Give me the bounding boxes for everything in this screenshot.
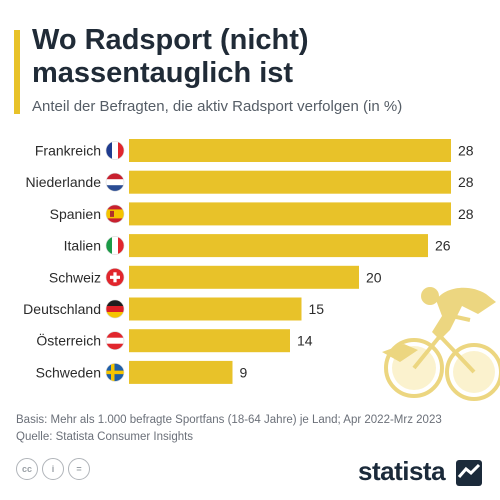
bar[interactable] xyxy=(129,170,451,194)
value-label: 28 xyxy=(458,143,474,159)
switzerland-flag-icon xyxy=(105,267,125,287)
bar-row: Schweden 9 xyxy=(36,360,248,384)
spain-flag-icon xyxy=(105,204,125,224)
statista-logo[interactable]: statista xyxy=(358,456,446,486)
bar-row: Niederlande 28 xyxy=(26,170,474,194)
germany-flag-icon xyxy=(105,299,125,319)
value-label: 26 xyxy=(435,238,451,254)
value-label: 14 xyxy=(297,333,313,349)
creative-commons-icon[interactable]: cc xyxy=(16,458,38,480)
cyclist-illustration xyxy=(382,287,500,401)
category-label: Spanien xyxy=(50,206,101,222)
value-label: 15 xyxy=(309,301,325,317)
value-label: 20 xyxy=(366,269,382,285)
bar-row: Spanien 28 xyxy=(50,202,474,226)
category-label: Schweiz xyxy=(49,269,101,285)
value-label: 9 xyxy=(240,364,248,380)
no-derivatives-icon[interactable]: = xyxy=(68,458,90,480)
value-label: 28 xyxy=(458,206,474,222)
bar[interactable] xyxy=(129,234,428,258)
category-label: Deutschland xyxy=(23,301,101,317)
category-label: Schweden xyxy=(36,364,101,380)
bar[interactable] xyxy=(129,360,233,384)
value-label: 28 xyxy=(458,174,474,190)
category-label: Österreich xyxy=(36,332,101,349)
accent-bar xyxy=(14,30,20,114)
italy-flag-icon xyxy=(105,236,125,255)
footnote-basis: Basis: Mehr als 1.000 befragte Sportfans… xyxy=(16,414,442,426)
bar[interactable] xyxy=(129,202,451,226)
bar-row: Italien 26 xyxy=(64,234,451,258)
bar[interactable] xyxy=(129,297,302,321)
sweden-flag-icon xyxy=(105,363,125,382)
attribution-icon[interactable]: i xyxy=(42,458,64,480)
bar-row: Frankreich 28 xyxy=(35,139,474,162)
license-icons: cc i = xyxy=(16,458,90,480)
bar[interactable] xyxy=(129,265,359,289)
statista-logo-icon xyxy=(456,460,482,486)
bar-row: Deutschland 15 xyxy=(23,297,325,321)
bar[interactable] xyxy=(129,329,290,353)
footnote-source: Quelle: Statista Consumer Insights xyxy=(16,431,194,443)
chart-subtitle: Anteil der Befragten, die aktiv Radsport… xyxy=(32,98,403,115)
france-flag-icon xyxy=(105,141,125,160)
bar-row: Schweiz 20 xyxy=(49,265,382,289)
category-label: Frankreich xyxy=(35,143,101,159)
austria-flag-icon xyxy=(105,331,125,351)
chart-title: Wo Radsport (nicht) massentauglich ist xyxy=(32,24,309,89)
category-label: Italien xyxy=(64,238,101,254)
netherlands-flag-icon xyxy=(105,172,125,192)
category-label: Niederlande xyxy=(26,174,102,190)
bar-row: Österreich 14 xyxy=(36,329,313,353)
bar[interactable] xyxy=(129,139,451,162)
